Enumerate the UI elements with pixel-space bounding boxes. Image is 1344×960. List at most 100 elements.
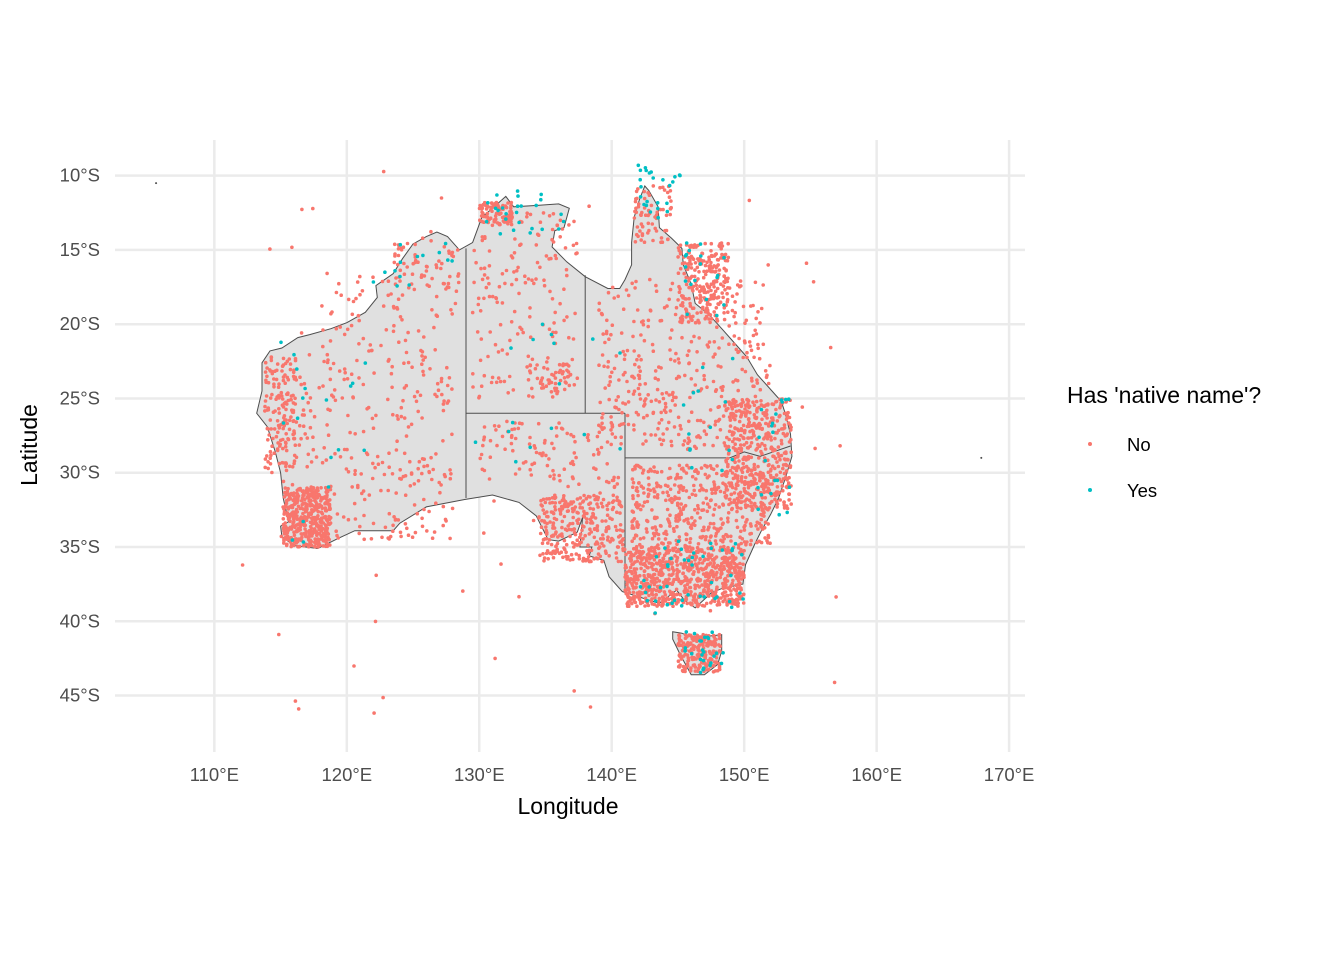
point-no <box>749 538 753 543</box>
point-no <box>664 213 669 218</box>
point-yes <box>690 465 694 470</box>
point-no <box>656 599 661 604</box>
point-no <box>732 437 737 441</box>
point-no <box>636 592 640 596</box>
point-yes <box>723 400 728 404</box>
point-no <box>541 537 546 542</box>
point-no <box>670 392 675 397</box>
point-no <box>687 585 692 590</box>
point-yes <box>740 552 744 557</box>
point-yes <box>446 258 450 262</box>
point-no <box>283 486 288 490</box>
point-no <box>784 485 789 489</box>
point-no <box>775 419 780 423</box>
point-no <box>588 705 593 709</box>
point-no <box>590 515 594 519</box>
point-no <box>683 666 688 671</box>
point-no <box>309 485 314 489</box>
point-no <box>445 365 449 370</box>
point-no <box>416 409 421 414</box>
point-no <box>669 439 673 444</box>
point-no <box>599 311 604 316</box>
point-no <box>667 393 671 397</box>
point-no <box>752 479 757 483</box>
point-no <box>480 277 485 282</box>
point-no <box>730 308 735 313</box>
point-no <box>291 374 296 379</box>
point-no <box>581 537 585 541</box>
point-no <box>291 524 295 529</box>
point-no <box>548 501 552 505</box>
point-no <box>608 380 612 384</box>
point-no <box>299 499 304 503</box>
point-no <box>741 423 746 428</box>
point-no <box>765 489 769 494</box>
point-no <box>614 556 619 560</box>
point-no <box>492 424 497 428</box>
point-no <box>674 587 679 592</box>
legend-label-yes: Yes <box>1127 480 1157 501</box>
point-no <box>346 297 351 302</box>
point-no <box>744 458 748 462</box>
point-no <box>537 515 541 519</box>
point-no <box>394 448 399 452</box>
point-no <box>391 523 395 528</box>
point-no <box>703 263 708 268</box>
point-no <box>292 436 296 441</box>
point-no <box>642 338 647 343</box>
point-no <box>353 517 358 521</box>
point-no <box>274 397 278 402</box>
point-no <box>402 361 406 366</box>
point-no <box>482 200 487 205</box>
point-no <box>411 261 416 266</box>
point-no <box>291 419 296 424</box>
point-no <box>752 403 757 408</box>
point-no <box>638 229 642 233</box>
point-no <box>726 511 731 515</box>
legend-title: Has 'native name'? <box>1067 382 1261 408</box>
point-no <box>775 431 779 435</box>
point-no <box>240 563 245 567</box>
point-no <box>726 573 730 578</box>
point-no <box>789 425 793 430</box>
point-no <box>656 537 661 541</box>
point-yes <box>531 337 535 342</box>
point-no <box>727 587 732 591</box>
point-no <box>295 500 299 505</box>
point-no <box>290 245 294 250</box>
point-no <box>284 501 289 506</box>
point-yes <box>683 265 688 269</box>
point-yes <box>658 585 663 590</box>
point-no <box>367 493 372 497</box>
point-no <box>717 346 721 350</box>
point-no <box>387 511 392 516</box>
point-no <box>760 417 764 422</box>
point-no <box>638 561 643 565</box>
point-no <box>398 268 403 273</box>
point-no <box>422 335 426 339</box>
point-no <box>752 465 756 470</box>
point-no <box>272 377 276 381</box>
point-no <box>313 537 318 541</box>
x-tick-label: 140°E <box>586 764 637 785</box>
point-no <box>509 222 514 227</box>
point-no <box>679 427 683 431</box>
point-no <box>667 195 672 199</box>
point-yes <box>638 585 643 589</box>
point-no <box>766 522 770 526</box>
point-no <box>668 206 673 211</box>
point-no <box>292 515 297 519</box>
point-no <box>749 504 753 509</box>
point-no <box>743 475 748 480</box>
point-no <box>371 461 375 466</box>
point-no <box>626 550 631 555</box>
point-no <box>743 369 748 374</box>
point-no <box>730 407 735 411</box>
point-no <box>577 553 581 558</box>
point-no <box>286 391 290 395</box>
point-no <box>425 529 429 533</box>
point-no <box>718 564 723 569</box>
point-no <box>749 435 754 440</box>
point-no <box>670 500 674 505</box>
point-no <box>543 520 547 525</box>
